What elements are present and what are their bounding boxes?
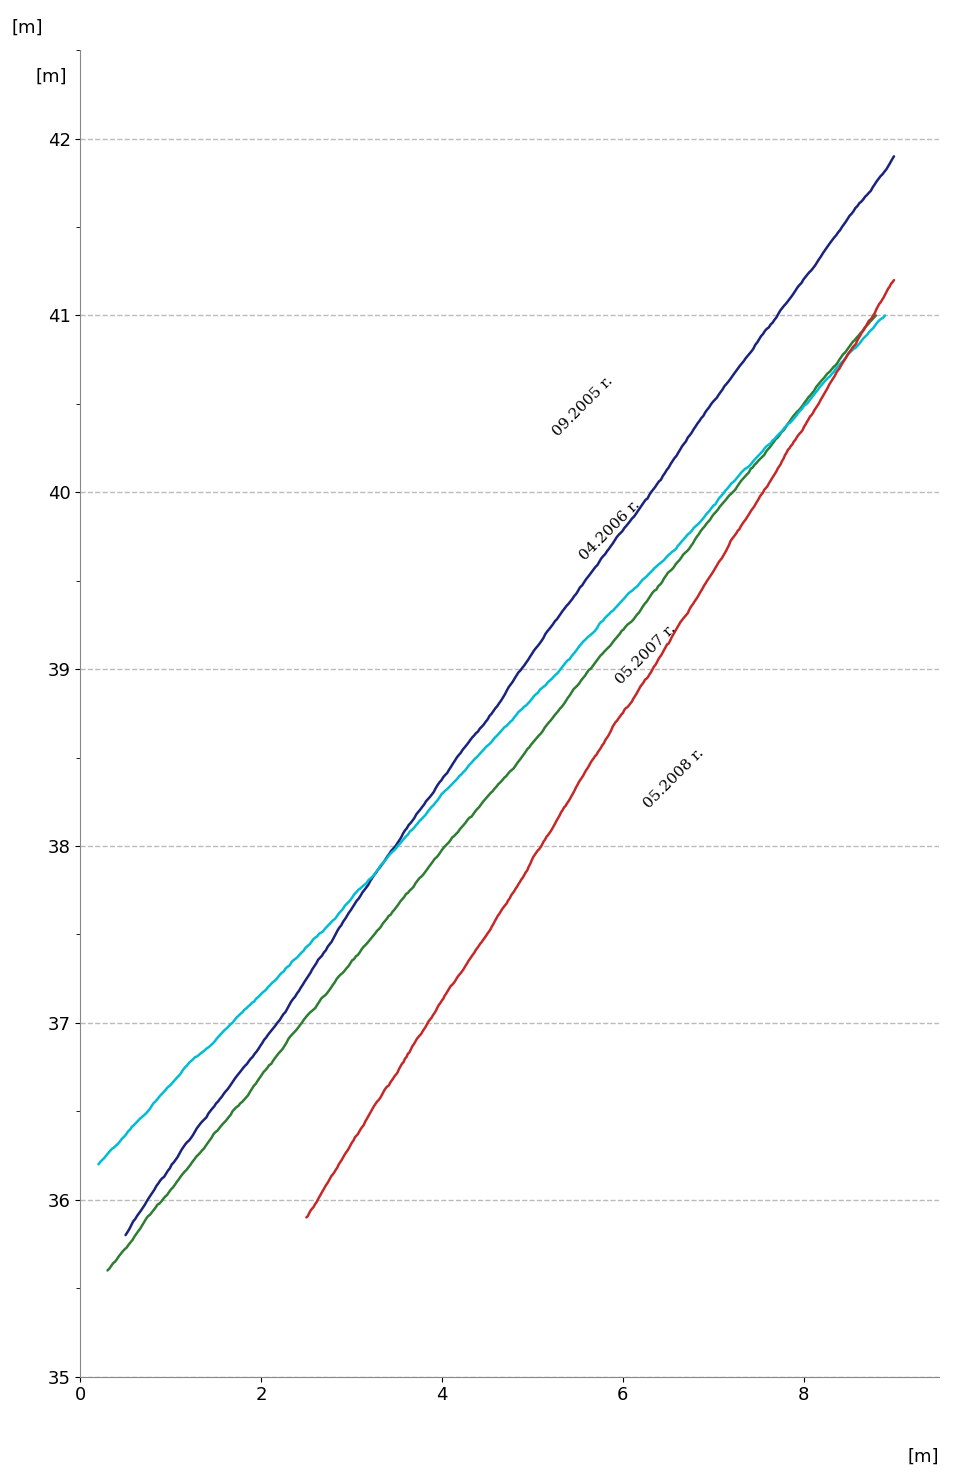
Text: 04.2006 r.: 04.2006 r. <box>578 497 643 562</box>
Text: 05.2007 r.: 05.2007 r. <box>613 621 679 686</box>
Text: [m]: [m] <box>907 1448 939 1466</box>
Text: 05.2008 r.: 05.2008 r. <box>641 745 707 810</box>
Text: [m]: [m] <box>12 19 43 37</box>
Text: [m]: [m] <box>36 68 66 86</box>
Text: 09.2005 r.: 09.2005 r. <box>550 373 616 440</box>
